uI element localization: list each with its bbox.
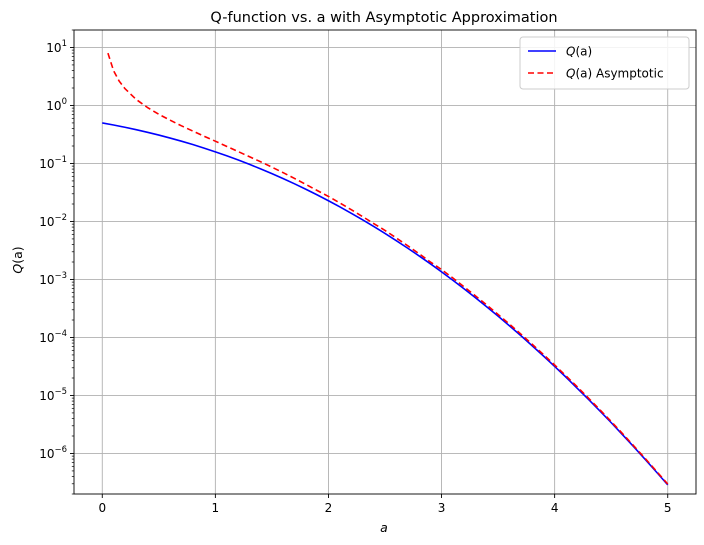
y-tick-label: 10−6 [39, 445, 67, 461]
x-tick-label: 3 [438, 501, 446, 515]
grid [74, 30, 696, 494]
y-tick-label: 100 [46, 97, 67, 113]
x-tick-label: 5 [664, 501, 672, 515]
y-tick-label: 10−2 [39, 213, 67, 229]
y-axis-label-arg: (a) [10, 246, 25, 263]
x-tick-label: 2 [325, 501, 333, 515]
series-layer [102, 52, 669, 486]
y-axis-label-base: Q [10, 264, 25, 274]
x-tick-label: 1 [212, 501, 220, 515]
chart-title: Q-function vs. a with Asymptotic Approxi… [210, 10, 557, 26]
legend-label: Q(a) Asymptotic [566, 67, 664, 81]
series-q-line [102, 122, 669, 486]
y-tick-label: 10−4 [39, 329, 67, 345]
x-tick-label: 0 [98, 501, 106, 515]
legend-label: Q(a) [566, 45, 592, 59]
y-tick-label: 10−5 [39, 387, 67, 403]
y-axis-label: Q(a) [10, 246, 25, 273]
series-q-asymptotic-line [107, 52, 669, 485]
y-tick-label: 10−3 [39, 271, 67, 287]
legend: Q(a) Q(a) Asymptotic [519, 36, 690, 90]
ticks: 0 1 2 3 4 5 10−6 10−5 10−4 10−3 10−2 10−1 100 101 [39, 29, 672, 515]
x-tick-label: 4 [551, 501, 559, 515]
y-tick-label: 10−1 [39, 155, 67, 171]
legend-box [519, 36, 690, 90]
x-axis-label: a [380, 520, 388, 535]
y-tick-label: 101 [46, 39, 67, 55]
